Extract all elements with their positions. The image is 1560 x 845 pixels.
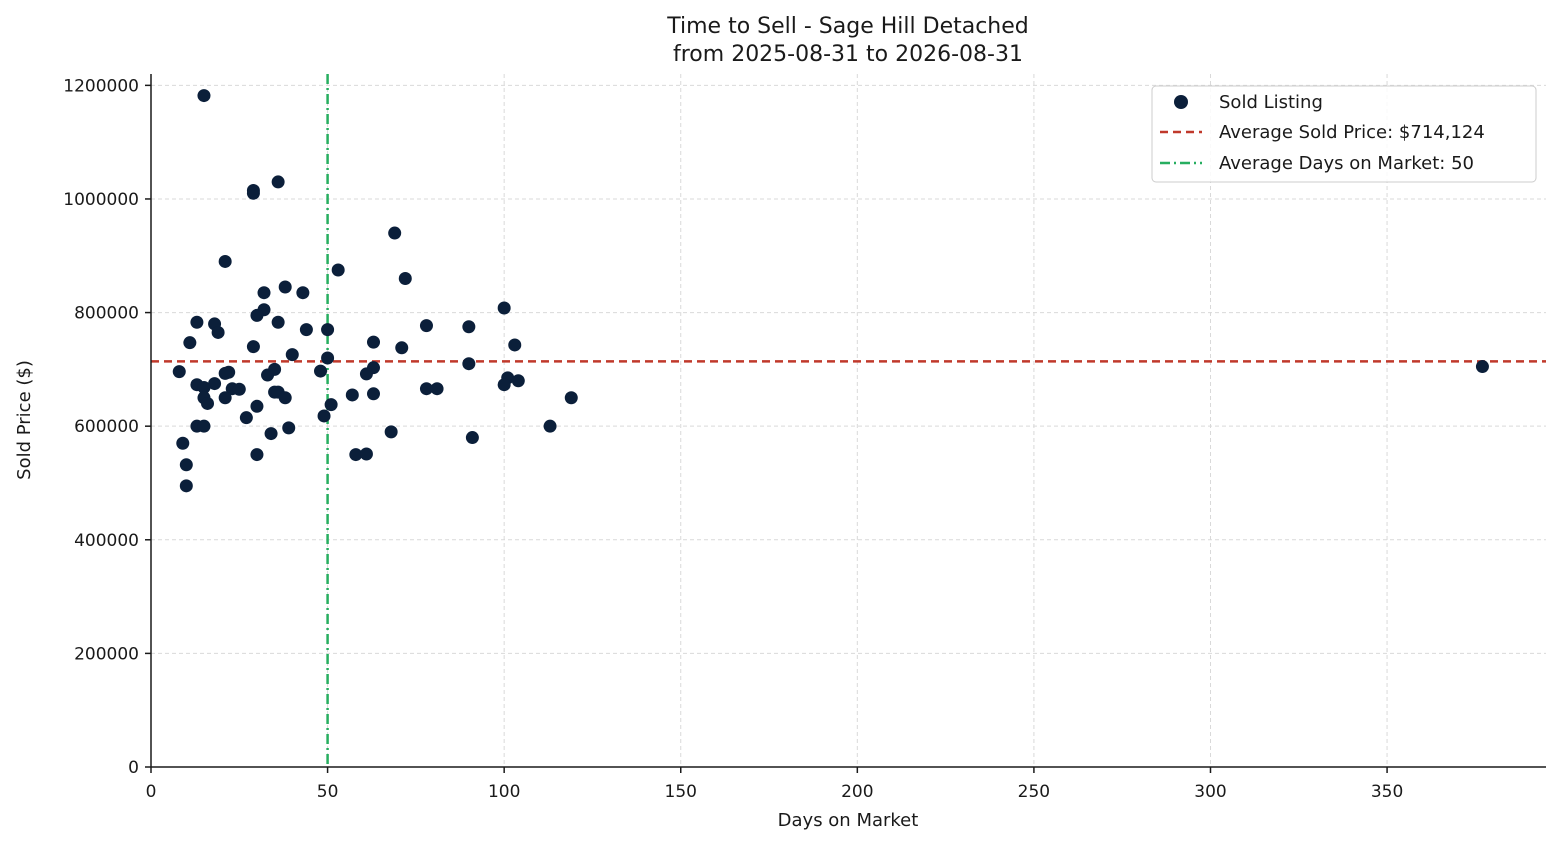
data-point-26 bbox=[395, 341, 409, 355]
y-tick-label-3: 600000 bbox=[74, 417, 139, 437]
legend-marker-sold-listing bbox=[1174, 95, 1188, 109]
data-point-70 bbox=[349, 448, 363, 462]
data-point-46 bbox=[419, 382, 433, 396]
data-point-54 bbox=[564, 391, 578, 405]
data-point-45 bbox=[232, 382, 246, 396]
data-point-20 bbox=[211, 325, 225, 339]
data-point-29 bbox=[462, 357, 476, 371]
axes bbox=[150, 74, 1546, 768]
data-point-58 bbox=[324, 398, 338, 412]
y-tick-label-0: 0 bbox=[128, 758, 139, 778]
data-point-56 bbox=[201, 396, 215, 410]
data-point-39 bbox=[511, 374, 525, 388]
data-point-57 bbox=[250, 399, 264, 413]
legend-label-sold-listing: Sold Listing bbox=[1219, 92, 1323, 113]
data-point-53 bbox=[278, 391, 292, 405]
data-point-27 bbox=[285, 348, 299, 362]
data-point-8 bbox=[278, 280, 292, 294]
legend-label-average-price: Average Sold Price: $714,124 bbox=[1219, 122, 1485, 143]
y-tick-label-1: 200000 bbox=[74, 644, 139, 664]
data-point-62 bbox=[197, 419, 211, 433]
data-point-7 bbox=[398, 271, 412, 285]
x-axis-label: Days on Market bbox=[778, 810, 919, 831]
data-point-65 bbox=[384, 425, 398, 439]
y-tick-label-5: 1000000 bbox=[63, 190, 139, 210]
data-point-17 bbox=[462, 320, 476, 334]
data-point-67 bbox=[465, 431, 479, 445]
data-point-9 bbox=[257, 286, 271, 300]
x-tick-label-4: 200 bbox=[841, 782, 873, 802]
data-point-3 bbox=[271, 175, 285, 189]
data-point-19 bbox=[321, 323, 335, 337]
data-point-63 bbox=[282, 421, 296, 435]
data-point-0 bbox=[197, 89, 211, 103]
y-tick-label-4: 800000 bbox=[74, 304, 139, 324]
data-point-42 bbox=[497, 378, 511, 392]
data-point-2 bbox=[246, 186, 260, 200]
legend-label-average-days: Average Days on Market: 50 bbox=[1219, 153, 1474, 174]
data-point-23 bbox=[366, 335, 380, 349]
data-point-68 bbox=[176, 436, 190, 450]
data-point-69 bbox=[250, 448, 264, 462]
data-point-60 bbox=[317, 409, 331, 423]
data-point-18 bbox=[299, 323, 313, 337]
y-tick-label-2: 400000 bbox=[74, 531, 139, 551]
data-point-74 bbox=[1475, 360, 1489, 374]
legend-box bbox=[1151, 85, 1537, 183]
data-point-22 bbox=[183, 336, 197, 350]
x-axis-ticks: 0 50 100 150 200 250 300 350 bbox=[146, 767, 1403, 802]
data-point-21 bbox=[497, 301, 511, 315]
data-point-30 bbox=[172, 365, 186, 379]
data-point-6 bbox=[331, 263, 345, 277]
data-point-33 bbox=[218, 366, 232, 380]
x-tick-label-7: 350 bbox=[1371, 782, 1403, 802]
x-tick-label-2: 100 bbox=[488, 782, 520, 802]
data-point-64 bbox=[543, 419, 557, 433]
data-point-24 bbox=[508, 338, 522, 352]
data-point-66 bbox=[264, 427, 278, 441]
data-point-13 bbox=[190, 315, 204, 329]
data-point-51 bbox=[366, 387, 380, 401]
x-tick-label-6: 300 bbox=[1194, 782, 1226, 802]
data-point-73 bbox=[179, 479, 193, 493]
y-axis-label: Sold Price ($) bbox=[14, 360, 35, 480]
data-point-47 bbox=[430, 382, 444, 396]
data-points bbox=[172, 89, 1489, 493]
data-point-40 bbox=[208, 377, 222, 391]
data-point-36 bbox=[261, 368, 275, 382]
chart-title-line1: Time to Sell - Sage Hill Detached bbox=[666, 14, 1029, 39]
x-tick-label-3: 150 bbox=[665, 782, 697, 802]
data-point-10 bbox=[296, 286, 310, 300]
data-point-59 bbox=[239, 411, 253, 425]
data-point-50 bbox=[345, 388, 359, 402]
data-point-12 bbox=[250, 308, 264, 322]
chart-title-line2: from 2025-08-31 to 2026-08-31 bbox=[673, 42, 1023, 67]
legend: Sold Listing Average Sold Price: $714,12… bbox=[1151, 85, 1537, 183]
data-point-52 bbox=[218, 391, 232, 405]
data-point-25 bbox=[246, 340, 260, 354]
x-tick-label-5: 250 bbox=[1018, 782, 1050, 802]
data-point-43 bbox=[197, 381, 211, 395]
data-point-28 bbox=[321, 351, 335, 365]
data-point-31 bbox=[314, 364, 328, 378]
data-point-4 bbox=[218, 254, 232, 268]
data-point-16 bbox=[419, 319, 433, 333]
data-point-5 bbox=[388, 226, 402, 240]
data-point-72 bbox=[179, 458, 193, 472]
x-tick-label-0: 0 bbox=[146, 782, 157, 802]
grid bbox=[151, 74, 1546, 767]
data-point-71 bbox=[359, 447, 373, 461]
y-axis-ticks: 0 200000 400000 600000 800000 1000000 1200000 bbox=[63, 76, 151, 778]
y-tick-label-6: 1200000 bbox=[63, 76, 139, 96]
data-point-37 bbox=[359, 367, 373, 381]
x-tick-label-1: 50 bbox=[317, 782, 339, 802]
data-point-14 bbox=[271, 315, 285, 329]
